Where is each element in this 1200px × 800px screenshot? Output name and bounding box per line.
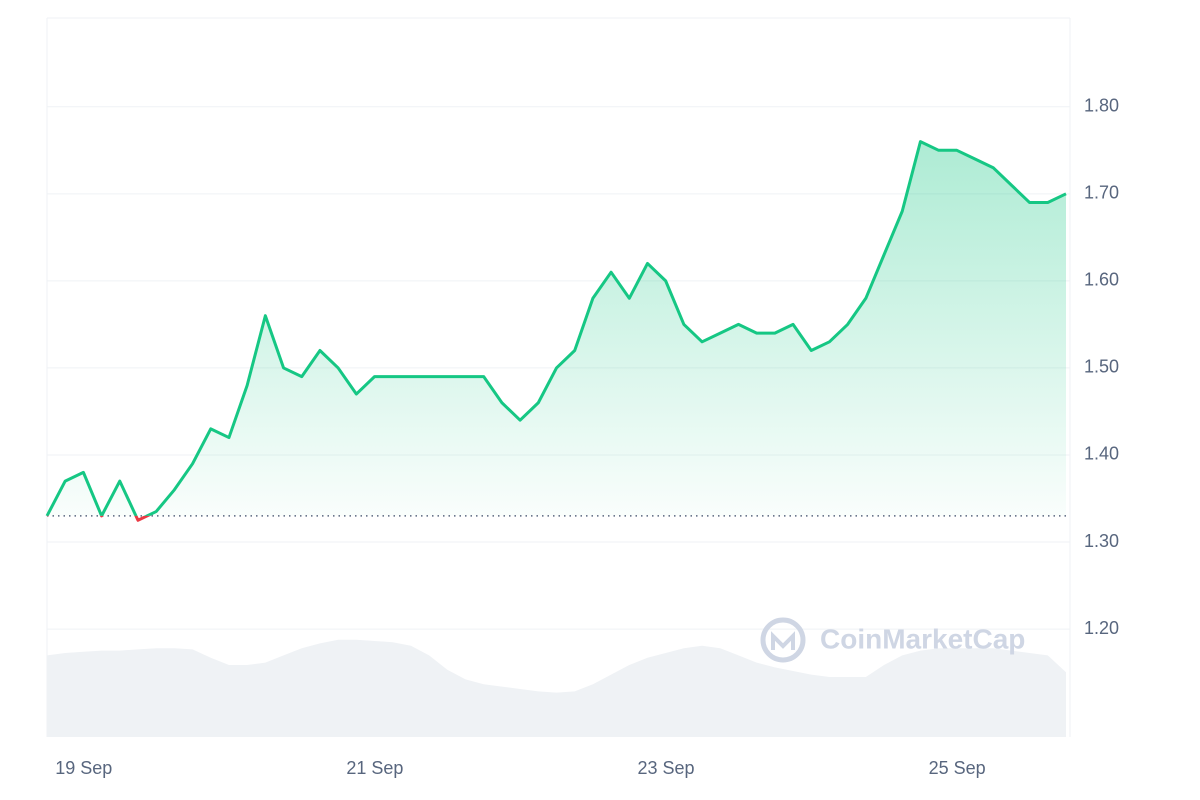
y-tick-label: 1.20	[1084, 618, 1119, 638]
y-tick-label: 1.60	[1084, 270, 1119, 290]
y-tick-label: 1.40	[1084, 444, 1119, 464]
watermark: CoinMarketCap	[760, 617, 1025, 663]
volume-area	[47, 639, 1066, 737]
price-line	[45, 140, 1067, 516]
x-tick-label: 21 Sep	[346, 758, 403, 778]
watermark-text: CoinMarketCap	[820, 623, 1025, 654]
watermark-logo	[760, 617, 806, 663]
y-tick-label: 1.30	[1084, 531, 1119, 551]
x-tick-label: 19 Sep	[55, 758, 112, 778]
y-tick-label: 1.70	[1084, 183, 1119, 203]
watermark-logo	[771, 631, 795, 650]
x-tick-label: 25 Sep	[929, 758, 986, 778]
y-tick-label: 1.50	[1084, 357, 1119, 377]
price-area	[47, 141, 1066, 516]
x-tick-label: 23 Sep	[637, 758, 694, 778]
y-tick-label: 1.80	[1084, 96, 1119, 116]
